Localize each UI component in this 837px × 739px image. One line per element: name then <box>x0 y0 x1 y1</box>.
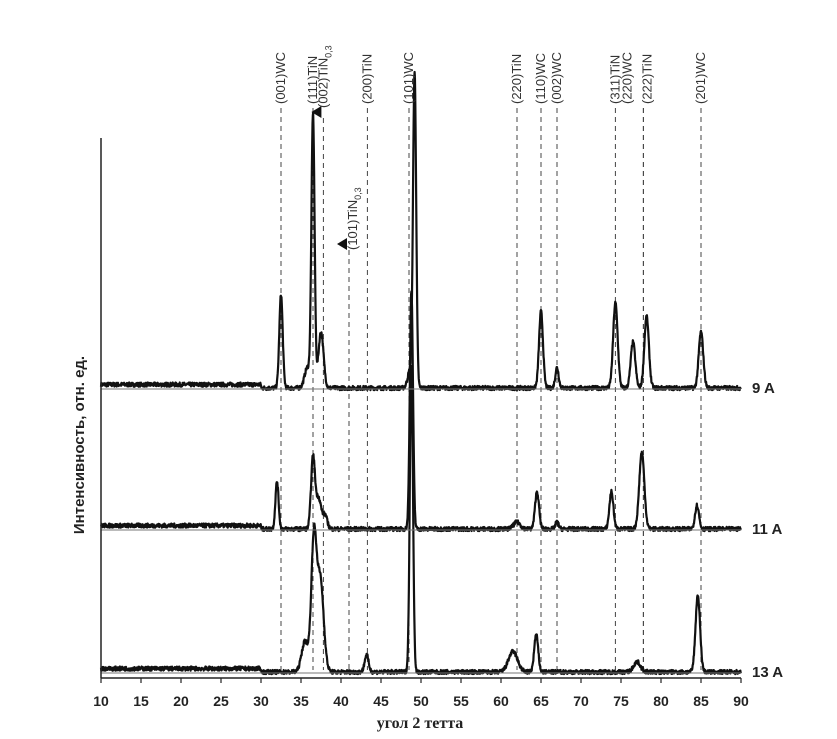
series-label: 9 A <box>752 380 775 397</box>
peak-label: (111)TiN <box>305 56 320 104</box>
x-tick-label: 75 <box>613 693 629 709</box>
series-labels: 9 A 11 A 13 A <box>752 380 783 681</box>
peak-label: (001)WC <box>273 52 288 104</box>
x-tick-label: 25 <box>213 693 229 709</box>
peak-label: (110)WC <box>533 53 548 104</box>
trace-11a <box>100 290 742 533</box>
x-tick-label: 70 <box>573 693 589 709</box>
traces <box>99 70 742 676</box>
x-ticks: 10 15 20 25 30 35 40 45 50 55 60 65 70 75 80 85 90 <box>93 678 749 709</box>
baselines <box>101 388 741 674</box>
peak-label: (200)TiN <box>359 54 374 104</box>
y-axis-label: Интенсивность, отн. ед. <box>71 356 88 534</box>
triangle-marker-icon <box>337 238 347 250</box>
x-tick-label: 55 <box>453 693 469 709</box>
x-tick-label: 35 <box>293 693 309 709</box>
peak-labels: (001)WC (111)TiN(002)TiN0,3 (200)TiN (101)T… <box>273 45 708 250</box>
peak-label: (101)TiN0,3 <box>345 187 363 250</box>
x-tick-label: 80 <box>653 693 669 709</box>
series-label: 11 A <box>752 521 782 538</box>
x-tick-label: 60 <box>493 693 509 709</box>
peak-label: (201)WC <box>693 52 708 104</box>
x-tick-label: 90 <box>733 693 749 709</box>
axes <box>100 138 741 679</box>
peak-label: (222)TiN <box>639 54 654 104</box>
peak-label: (220)WC <box>619 52 634 104</box>
x-tick-label: 30 <box>253 693 269 709</box>
x-tick-label: 50 <box>413 693 429 709</box>
x-tick-label: 65 <box>533 693 549 709</box>
series-label: 13 A <box>752 664 783 681</box>
x-tick-label: 45 <box>373 693 389 709</box>
x-axis-label: угол 2 тетта <box>377 715 464 732</box>
peak-label: (002)TiN0,3 <box>315 45 333 108</box>
peak-label: (101)WC <box>401 52 416 104</box>
x-tick-label: 40 <box>333 693 349 709</box>
peak-label: (311)TiN <box>607 55 622 104</box>
peak-label: (002)WC <box>549 52 564 104</box>
x-tick-label: 15 <box>133 693 149 709</box>
x-tick-label: 85 <box>693 693 709 709</box>
trace-13a <box>99 364 742 676</box>
x-tick-label: 20 <box>173 693 189 709</box>
triangle-marker-icon <box>311 106 322 118</box>
peak-label: (220)TiN <box>509 54 524 104</box>
trace-9a <box>99 70 742 392</box>
x-tick-label: 10 <box>93 693 109 709</box>
